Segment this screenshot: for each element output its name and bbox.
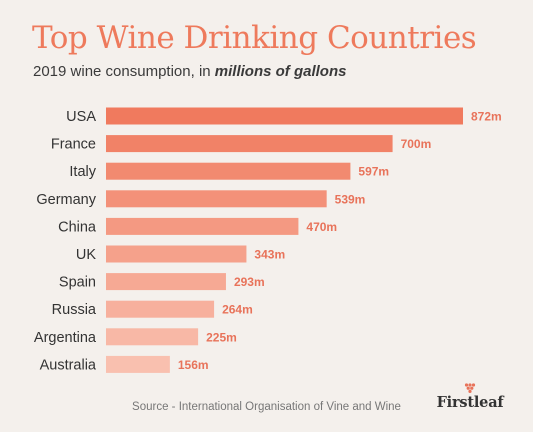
category-label: Argentina (34, 330, 97, 346)
value-label: 225m (206, 330, 237, 344)
category-label: France (51, 137, 96, 153)
value-label: 539m (335, 192, 366, 206)
bar (106, 328, 199, 346)
bar (106, 273, 226, 291)
bar (106, 245, 247, 263)
bar (106, 355, 170, 373)
bar (106, 107, 463, 125)
chart-title: Top Wine Drinking Countries (32, 20, 477, 56)
category-label: Australia (40, 357, 97, 373)
bar (106, 300, 215, 318)
value-label: 343m (254, 248, 285, 262)
bar (106, 190, 327, 208)
brand-name: Firstleaf (436, 394, 504, 411)
value-label: 872m (471, 110, 502, 124)
bar (106, 162, 351, 180)
value-label: 293m (234, 275, 265, 289)
bar (106, 135, 393, 153)
category-label: Italy (69, 164, 96, 180)
chart-subtitle: 2019 wine consumption, in millions of ga… (33, 63, 346, 80)
category-label: Germany (36, 192, 96, 208)
value-label: 700m (401, 137, 432, 151)
category-label: Spain (59, 275, 96, 291)
grape-icon (464, 383, 476, 393)
subtitle-prefix: 2019 wine consumption, in (33, 63, 215, 80)
source-note: Source - International Organisation of V… (132, 401, 401, 413)
value-label: 264m (222, 303, 253, 317)
category-label: UK (76, 247, 96, 263)
subtitle-emphasis: millions of gallons (214, 63, 347, 80)
category-label: China (58, 219, 97, 235)
value-label: 156m (178, 358, 209, 372)
category-label: Russia (52, 302, 97, 318)
bar (106, 217, 299, 235)
category-label: USA (66, 109, 96, 125)
value-label: 597m (358, 165, 389, 179)
value-label: 470m (306, 220, 337, 234)
brand-logo: Firstleaf (435, 383, 505, 411)
